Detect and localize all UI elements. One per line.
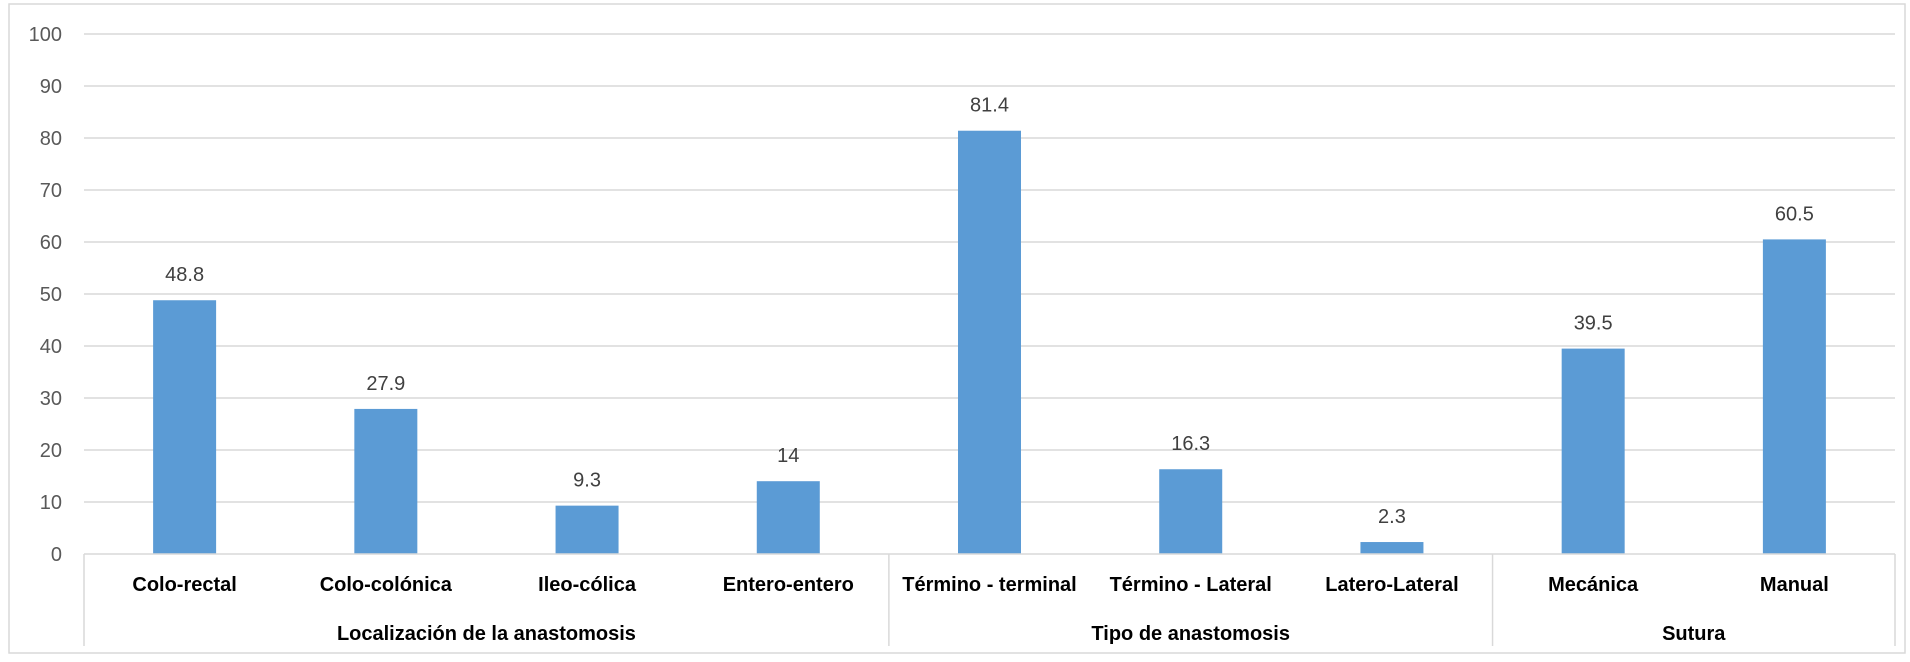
y-tick-label: 100 xyxy=(29,24,62,46)
y-tick-label: 40 xyxy=(40,336,62,358)
group-label: Localización de la anastomosis xyxy=(337,623,636,645)
data-label: 16.3 xyxy=(1171,433,1210,455)
y-tick-label: 60 xyxy=(40,232,62,254)
y-tick-label: 0 xyxy=(51,544,62,566)
category-label: Entero-entero xyxy=(723,574,854,596)
bars xyxy=(153,130,1826,554)
category-label: Latero-Lateral xyxy=(1325,574,1458,596)
y-tick-label: 30 xyxy=(40,388,62,410)
group-labels: Localización de la anastomosis Tipo de an… xyxy=(337,623,1726,645)
y-tick-label: 10 xyxy=(40,492,62,514)
chart-border xyxy=(8,3,1906,654)
category-label: Mecánica xyxy=(1548,574,1639,596)
category-label: Colo-colónica xyxy=(320,574,453,596)
category-labels: Colo-rectal Colo-colónica Ileo-cólica Enter… xyxy=(132,574,1828,596)
bar xyxy=(1762,239,1826,554)
data-label: 48.8 xyxy=(165,264,204,286)
y-tick-label: 80 xyxy=(40,128,62,150)
bar xyxy=(1159,469,1223,554)
category-label: Colo-rectal xyxy=(132,574,236,596)
data-label: 14 xyxy=(777,445,799,467)
data-label: 39.5 xyxy=(1574,313,1613,335)
y-axis-tick-labels: 0 10 20 30 40 50 60 70 80 90 100 xyxy=(29,24,62,566)
bar xyxy=(555,505,619,554)
category-label: Término - terminal xyxy=(902,574,1076,596)
category-label: Ileo-cólica xyxy=(538,574,637,596)
group-label: Tipo de anastomosis xyxy=(1091,623,1290,645)
x-axis xyxy=(83,553,1896,646)
y-tick-label: 90 xyxy=(40,76,62,98)
data-label: 81.4 xyxy=(970,95,1009,117)
data-label: 2.3 xyxy=(1378,506,1406,528)
bar xyxy=(756,481,820,554)
data-label: 27.9 xyxy=(366,373,405,395)
bar xyxy=(958,130,1021,554)
data-label: 9.3 xyxy=(573,470,601,492)
data-labels: 48.8 27.9 9.3 14 81.4 16.3 2.3 39.5 60.5 xyxy=(165,95,1814,528)
category-label: Manual xyxy=(1760,574,1829,596)
bar xyxy=(153,300,217,554)
group-label: Sutura xyxy=(1662,623,1726,645)
y-tick-label: 70 xyxy=(40,180,62,202)
category-label: Término - Lateral xyxy=(1110,574,1272,596)
data-label: 60.5 xyxy=(1775,203,1814,225)
bar xyxy=(354,408,418,554)
bar xyxy=(1561,348,1625,554)
y-tick-label: 50 xyxy=(40,284,62,306)
y-tick-label: 20 xyxy=(40,440,62,462)
bar xyxy=(1360,542,1424,554)
